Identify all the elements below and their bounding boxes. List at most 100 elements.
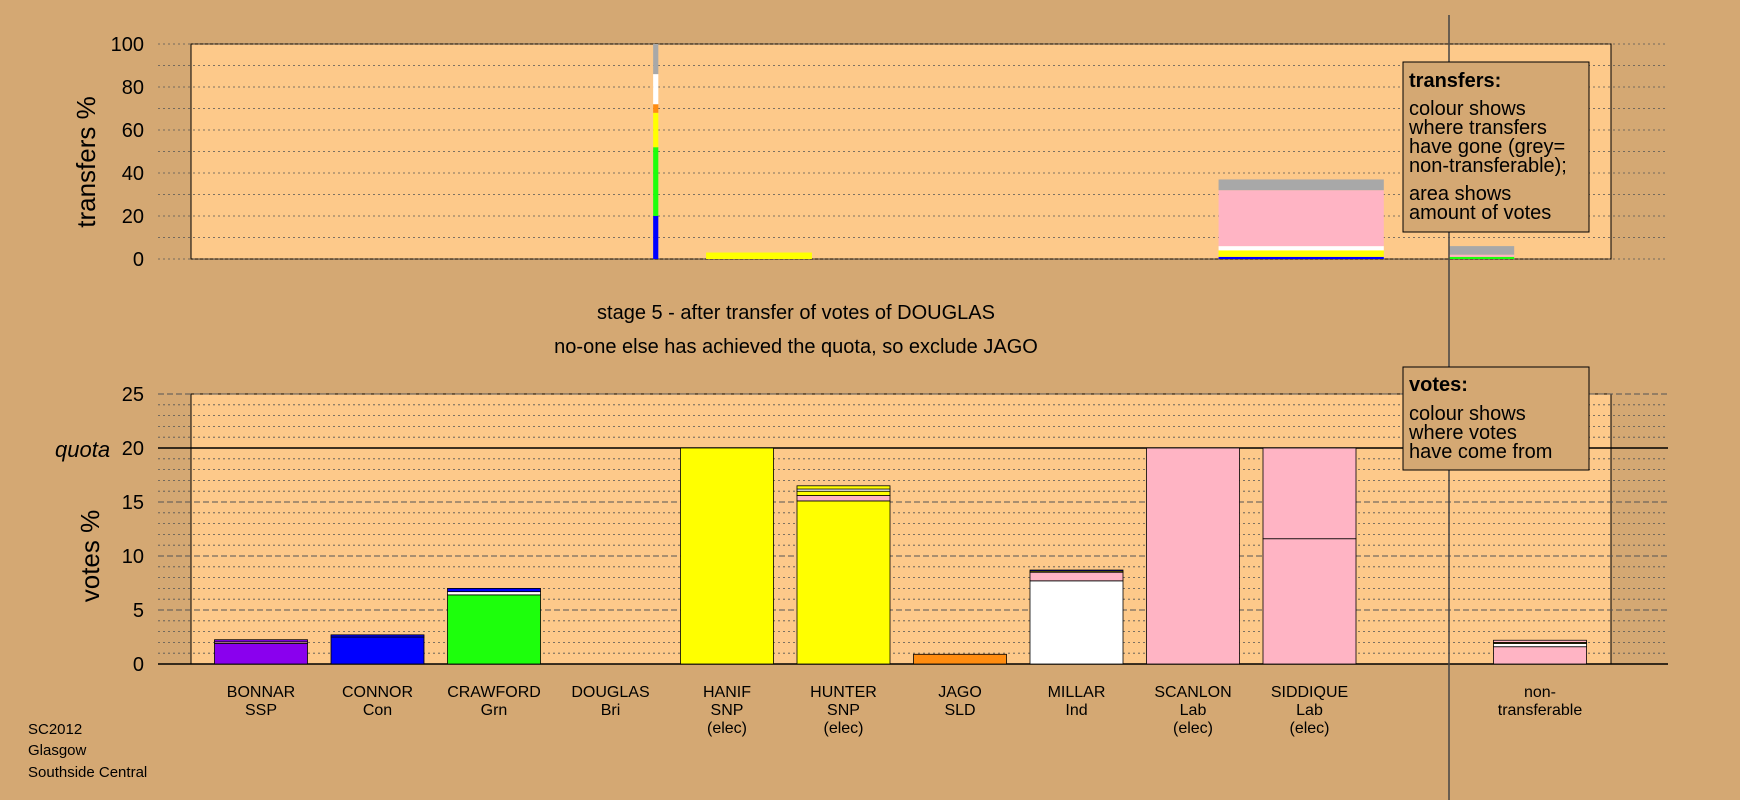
vote-segment (1146, 447, 1240, 665)
votes-y-tick-label: 5 (133, 600, 144, 622)
votes-y-ticks: 0 5 10 15 20 25 (122, 384, 144, 676)
candidate-label: (elec) (707, 720, 747, 737)
candidate-label: CONNOR (342, 684, 413, 701)
vote-segment (796, 500, 891, 665)
exclusion-description: no-one else has achieved the quota, so e… (554, 336, 1038, 358)
candidate-label: Lab (1180, 702, 1207, 719)
candidate-label: Ind (1065, 702, 1087, 719)
vote-segment (1493, 639, 1587, 643)
vote-segment (214, 643, 308, 665)
vote-segment (447, 591, 541, 596)
candidate-label: Grn (481, 702, 508, 719)
votes-key-line: have come from (1409, 441, 1552, 463)
vote-segment (796, 485, 891, 490)
votes-y-tick-label: 20 (122, 438, 144, 460)
votes-plot-area (190, 393, 1612, 665)
transfer-segment (1449, 254, 1515, 257)
vote-segment (447, 588, 541, 593)
stage-description: stage 5 - after transfer of votes of DOU… (597, 302, 995, 324)
candidate-label: Bri (601, 702, 621, 719)
vote-segment (1493, 643, 1587, 648)
transfers-y-ticks: 0 20 40 60 80 100 (111, 34, 144, 271)
transfers-key-line: colour shows (1409, 98, 1526, 120)
transfers-gridlines (158, 43, 1668, 260)
transfers-y-tick-label: 60 (122, 120, 144, 142)
votes-key-title: votes: (1409, 374, 1468, 396)
vote-segment (1262, 538, 1357, 665)
candidate-label: BONNAR (227, 684, 295, 701)
vote-segment (1262, 447, 1357, 540)
footer-election: SC2012 (28, 721, 82, 738)
candidate-label: transferable (1498, 702, 1583, 719)
transfers-y-tick-label: 80 (122, 77, 144, 99)
transfers-key-line: where transfers (1408, 117, 1547, 139)
transfer-segment (1218, 256, 1384, 259)
transfer-segment (706, 252, 812, 259)
transfer-segment (1218, 179, 1384, 191)
votes-y-tick-label: 0 (133, 654, 144, 676)
transfer-segment (1449, 256, 1515, 259)
vote-segment (330, 636, 425, 665)
transfers-bars (653, 44, 1515, 259)
candidate-label: DOUGLAS (571, 684, 649, 701)
candidate-label: Lab (1296, 702, 1323, 719)
vote-segment (913, 653, 1007, 665)
transfers-key-title: transfers: (1409, 70, 1501, 92)
candidate-label: CRAWFORD (447, 684, 541, 701)
votes-y-tick-label: 10 (122, 546, 144, 568)
candidate-label: SIDDIQUE (1271, 684, 1348, 701)
candidate-label: SLD (944, 702, 975, 719)
candidate-label: JAGO (938, 684, 982, 701)
transfer-segment (1218, 250, 1384, 257)
transfers-key-line: amount of votes (1409, 202, 1551, 224)
vote-segment (1029, 571, 1124, 582)
footer-ward: Southside Central (28, 764, 147, 781)
quota-label: quota (55, 437, 110, 462)
candidate-label: (elec) (823, 720, 863, 737)
votes-y-tick-label: 15 (122, 492, 144, 514)
transfer-segment (653, 44, 659, 75)
footer-council: Glasgow (28, 742, 87, 759)
transfers-y-tick-label: 100 (111, 34, 144, 56)
vote-segment (330, 634, 425, 638)
transfer-segment (653, 74, 659, 105)
candidate-label: (elec) (1289, 720, 1329, 737)
candidate-label: MILLAR (1048, 684, 1106, 701)
votes-bars (214, 447, 1587, 665)
transfers-key-line: have gone (grey= (1409, 136, 1565, 158)
transfer-segment (653, 112, 659, 148)
candidate-label: HANIF (703, 684, 751, 701)
transfer-segment (1218, 190, 1384, 247)
vote-segment (1029, 569, 1124, 572)
vote-segment (680, 447, 774, 665)
transfers-panel: 0 20 40 60 80 100 transfers % (71, 34, 1668, 271)
votes-key-box (1402, 366, 1590, 471)
transfer-segment (653, 104, 659, 113)
transfer-segment (1218, 246, 1384, 251)
vote-segment (796, 490, 891, 496)
candidate-label: SNP (711, 702, 744, 719)
candidate-label: SCANLON (1154, 684, 1231, 701)
transfer-segment (1449, 246, 1515, 255)
vote-segment (447, 594, 541, 665)
transfers-key-box (1402, 61, 1590, 233)
candidate-label: HUNTER (810, 684, 877, 701)
transfers-y-tick-label: 0 (133, 249, 144, 271)
candidate-label: SSP (245, 702, 277, 719)
transfers-key: transfers: colour shows where transfers … (1402, 61, 1590, 233)
candidate-label: non- (1524, 684, 1556, 701)
transfers-y-axis-label: transfers % (71, 96, 101, 228)
votes-y-axis-label: votes % (75, 510, 105, 603)
transfers-key-line: non-transferable); (1409, 155, 1567, 177)
candidate-label: Con (363, 702, 392, 719)
transfers-y-tick-label: 20 (122, 206, 144, 228)
transfers-y-tick-label: 40 (122, 163, 144, 185)
votes-key-line: colour shows (1409, 403, 1526, 425)
votes-key: votes: colour shows where votes have com… (1402, 366, 1590, 471)
transfer-segment (653, 216, 659, 259)
candidate-label: SNP (827, 702, 860, 719)
votes-key-line: where votes (1408, 422, 1517, 444)
